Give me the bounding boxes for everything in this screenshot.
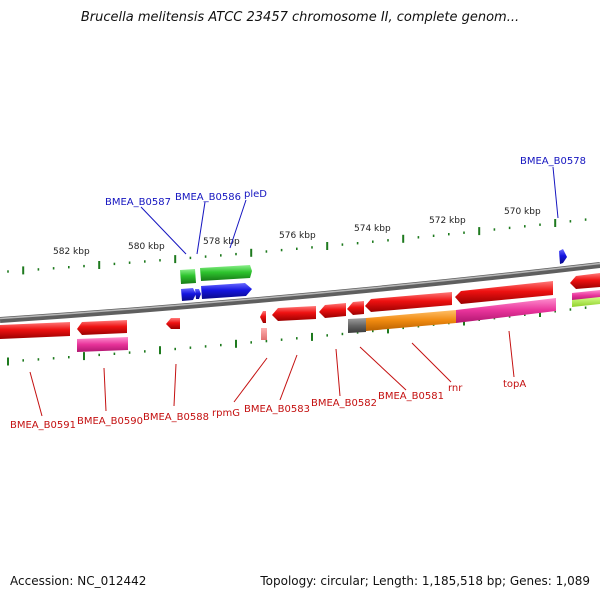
scale-label: 580 kbp — [128, 242, 165, 252]
gene-arrow-bmea-b0590[interactable] — [77, 320, 127, 335]
gene-arrow-bmea-b0581[interactable] — [365, 292, 452, 312]
gene-arrow-bmea-b0591[interactable] — [0, 322, 70, 339]
gene-arrow-right-edge[interactable] — [570, 273, 600, 289]
top-leader-lines — [140, 166, 559, 255]
gene-arrow-bmea-b0582b[interactable] — [347, 301, 364, 315]
gene-label-rnr[interactable]: rnr — [448, 383, 463, 394]
rna-bmea-b0582-gray[interactable] — [348, 318, 366, 333]
scale-label: 576 kbp — [279, 231, 316, 241]
gene-label-topa[interactable]: topA — [503, 379, 526, 390]
gene-label-bmea-b0586[interactable]: BMEA_B0586 — [175, 192, 241, 203]
bottom-leader-lines — [29, 330, 515, 417]
chromosome-backbone-highlight — [0, 262, 600, 320]
gene-arrow-bmea-b0587[interactable] — [180, 269, 196, 284]
gene-label-bmea-b0588[interactable]: BMEA_B0588 — [143, 412, 209, 423]
gene-label-bmea-b0590[interactable]: BMEA_B0590 — [77, 416, 143, 427]
gene-arrow-plea[interactable] — [201, 283, 252, 299]
scale-labels: 582 kbp 580 kbp 578 kbp 576 kbp 574 kbp … — [53, 207, 541, 257]
rna-topa[interactable] — [456, 298, 556, 323]
gene-arrow-bmea-b0583[interactable] — [272, 306, 316, 321]
footer-info: Topology: circular; Length: 1,185,518 bp… — [260, 574, 590, 588]
gene-arrow-topa[interactable] — [455, 281, 553, 304]
rna-right-edge-lime[interactable] — [572, 297, 600, 307]
forward-strand-genes — [180, 249, 567, 301]
top-labels: BMEA_B0587 BMEA_B0586 pleD BMEA_B0578 — [105, 156, 586, 208]
gene-label-rpmg[interactable]: rpmG — [212, 408, 240, 419]
gene-label-bmea-b0582[interactable]: BMEA_B0582 — [311, 398, 377, 409]
gene-label-pled[interactable]: pleD — [244, 189, 267, 200]
gene-label-bmea-b0583[interactable]: BMEA_B0583 — [244, 404, 310, 415]
scale-label: 570 kbp — [504, 207, 541, 217]
chromosome-backbone — [0, 262, 600, 323]
gene-arrow-bmea-b0588[interactable] — [166, 318, 180, 329]
rna-bmea-b0590[interactable] — [77, 337, 128, 352]
gene-arrow-bmea-b0578[interactable] — [559, 249, 567, 264]
gene-label-bmea-b0581[interactable]: BMEA_B0581 — [378, 391, 444, 402]
gene-arrow-bmea-b0586[interactable] — [200, 265, 252, 281]
scale-label: 574 kbp — [354, 224, 391, 234]
map-title: Brucella melitensis ATCC 23457 chromosom… — [80, 10, 520, 25]
gene-arrow-bmea-b0587-cds[interactable] — [181, 288, 196, 301]
scale-label: 572 kbp — [429, 216, 466, 226]
gene-arrow-rpmg[interactable] — [260, 311, 266, 323]
gene-arrow-bmea-b0582[interactable] — [319, 303, 346, 318]
rna-rnr[interactable] — [366, 310, 456, 331]
scale-label: 582 kbp — [53, 247, 90, 257]
reverse-strand-genes — [0, 273, 600, 352]
outer-tick-row — [7, 218, 587, 275]
bottom-labels: BMEA_B0591 BMEA_B0590 BMEA_B0588 rpmG BM… — [10, 379, 526, 431]
gene-label-bmea-b0587[interactable]: BMEA_B0587 — [105, 197, 171, 208]
gene-arrow-b0586-cds-small[interactable] — [195, 289, 201, 299]
scale-label: 578 kbp — [203, 237, 240, 247]
rna-rpmg[interactable] — [261, 328, 267, 340]
accession-label: Accession: NC_012442 — [10, 574, 147, 588]
gene-label-bmea-b0578[interactable]: BMEA_B0578 — [520, 156, 586, 167]
gene-label-bmea-b0591[interactable]: BMEA_B0591 — [10, 420, 76, 431]
